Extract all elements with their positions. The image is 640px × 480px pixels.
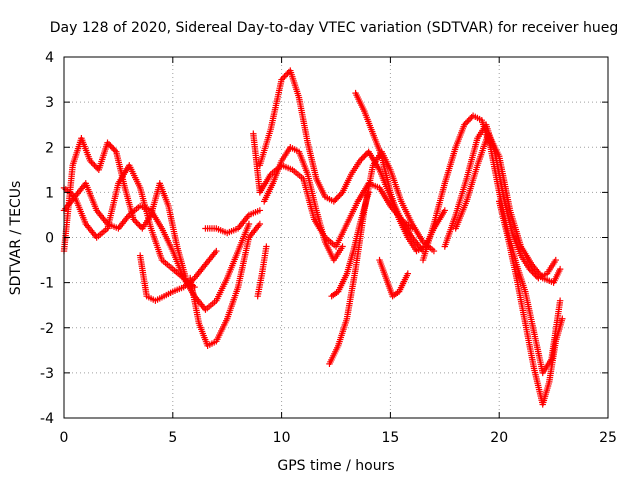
data-point (110, 145, 117, 152)
data-point (464, 118, 471, 125)
data-point (332, 196, 339, 204)
data-point (281, 73, 288, 80)
series-track-2 (60, 135, 190, 282)
data-point (111, 147, 118, 154)
data-point (362, 151, 369, 158)
data-point (279, 74, 287, 82)
data-point (361, 153, 368, 160)
data-series (60, 67, 566, 408)
data-point (91, 162, 98, 169)
x-tick-label: 10 (273, 430, 291, 446)
y-tick-label: -3 (40, 366, 54, 382)
data-point (337, 190, 345, 198)
series-track-3 (60, 162, 198, 291)
series-track-12 (328, 189, 372, 300)
axis-ticks: 0 5 10 15 20 25 -4 -3 -2 -1 0 1 2 3 4 (40, 50, 617, 446)
data-point (256, 207, 264, 214)
data-point (465, 116, 472, 124)
y-axis-label: SDTVAR / TECUs (8, 181, 24, 296)
x-tick-label: 0 (60, 430, 69, 446)
data-point (104, 139, 111, 146)
data-point (134, 220, 142, 228)
data-point (263, 243, 270, 250)
data-point (133, 219, 140, 226)
data-point (256, 220, 264, 228)
series-track-14 (376, 256, 412, 300)
y-tick-label: 4 (45, 50, 54, 66)
data-point (245, 220, 253, 228)
data-point (334, 193, 342, 201)
data-point (356, 157, 364, 164)
series-track-6 (202, 207, 264, 237)
series-track-5 (187, 220, 264, 349)
data-point (89, 160, 97, 167)
data-point (559, 315, 566, 322)
series-track-13 (352, 89, 448, 255)
x-tick-label: 15 (381, 430, 399, 446)
data-point (131, 217, 139, 225)
y-tick-label: -4 (40, 411, 54, 427)
data-point (136, 222, 143, 229)
data-point (105, 141, 113, 148)
data-point (88, 159, 95, 166)
data-point (365, 189, 372, 196)
series-track-8 (250, 130, 416, 250)
data-point (462, 119, 470, 127)
data-point (336, 192, 343, 199)
data-point (527, 267, 535, 274)
data-point (130, 216, 137, 223)
data-point (213, 247, 220, 255)
data-point (92, 163, 100, 171)
series-track-17 (452, 130, 564, 286)
x-axis-label: GPS time / hours (277, 458, 394, 474)
data-point (526, 265, 533, 273)
data-point (466, 115, 474, 122)
data-point (339, 243, 346, 250)
data-point (404, 270, 412, 277)
y-tick-label: -1 (40, 276, 54, 292)
data-point (330, 198, 338, 205)
y-tick-label: 2 (45, 140, 54, 156)
data-point (552, 256, 559, 264)
y-tick-label: 1 (45, 185, 54, 201)
x-tick-label: 5 (168, 430, 177, 446)
data-point (430, 247, 438, 255)
data-point (556, 265, 564, 273)
x-tick-label: 20 (490, 430, 508, 446)
y-tick-label: 0 (45, 231, 54, 247)
series-track-9 (260, 144, 346, 264)
data-point (282, 71, 290, 79)
series-track-7 (256, 67, 427, 255)
data-point (284, 70, 291, 77)
data-point (441, 207, 448, 214)
y-tick-label: 3 (45, 95, 54, 111)
data-point (86, 157, 94, 164)
series-track-10 (254, 243, 270, 300)
data-point (461, 121, 468, 128)
data-point (333, 195, 340, 202)
data-point (556, 297, 564, 304)
y-tick-label: -2 (40, 321, 54, 337)
series-track-15 (419, 112, 564, 377)
data-point (108, 144, 116, 151)
data-point (107, 142, 114, 149)
chart-title: Day 128 of 2020, Sidereal Day-to-day VTE… (50, 20, 618, 36)
data-point (529, 268, 536, 276)
x-tick-label: 25 (599, 430, 617, 446)
grid (64, 57, 608, 418)
data-point (359, 154, 367, 161)
series-track-4 (136, 247, 220, 304)
data-point (358, 156, 365, 163)
series-track-18 (496, 198, 566, 408)
data-point (278, 76, 285, 83)
